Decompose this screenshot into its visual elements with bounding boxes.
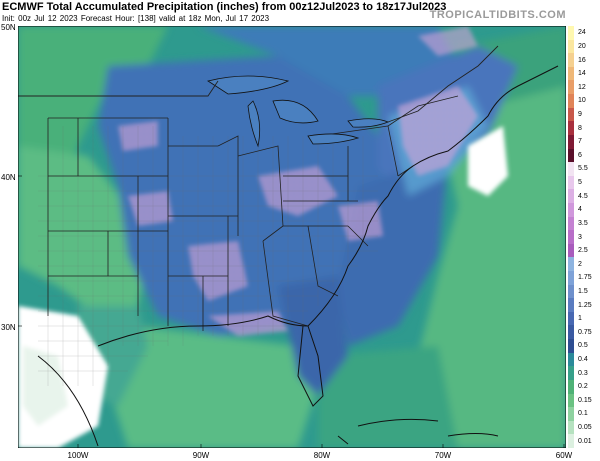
legend-label: 0.15: [578, 396, 592, 404]
legend-label: 0.2: [578, 383, 588, 391]
legend-swatch: [568, 39, 574, 54]
legend-label: 1: [578, 315, 582, 323]
legend-swatch: [568, 298, 574, 313]
legend-swatch: [568, 66, 574, 81]
legend-swatch: [568, 189, 574, 204]
lat-label-30n: 30N: [1, 323, 16, 332]
precip-pink-midatlantic: [338, 201, 383, 241]
precip-dry-atlantic: [468, 126, 508, 196]
legend-label: 0.1: [578, 410, 588, 418]
legend-label: 3.5: [578, 219, 588, 227]
lon-label-100w: 100W: [67, 451, 89, 460]
precip-dry-mexico: [23, 346, 68, 426]
precip-pink-canada: [118, 121, 158, 151]
legend-swatch: [568, 434, 574, 449]
lon-label-70w: 70W: [434, 451, 452, 460]
legend-swatch: [568, 284, 574, 299]
legend-label: 1.25: [578, 301, 592, 309]
legend-label: 0.5: [578, 342, 588, 350]
legend-swatch: [568, 366, 574, 381]
county-boundaries: [38, 126, 378, 386]
legend-swatch: [568, 53, 574, 68]
legend-label: 1.5: [578, 287, 588, 295]
color-legend: 24 20 16 14 12 10 9 8 7 6 5.5 5 4.5 4 3.5 3 2.5 2 1.75 1.5 1…: [567, 26, 598, 449]
lat-label-40n: 40N: [1, 173, 16, 182]
precip-blue-midwest: [98, 56, 388, 336]
legend-label: 10: [578, 97, 586, 105]
legend-label: 0.05: [578, 424, 592, 432]
lon-label-60w: 60W: [555, 451, 573, 460]
precip-green-atlantic-south: [318, 346, 458, 448]
legend-swatch: [568, 420, 574, 435]
legend-label: 4.5: [578, 192, 588, 200]
legend-swatch: [568, 243, 574, 258]
precip-pink-plains: [128, 191, 173, 226]
legend-label: 5: [578, 179, 582, 187]
legend-label: 16: [578, 56, 586, 64]
precip-blue-florida: [278, 276, 348, 396]
legend-swatch: [568, 393, 574, 408]
lon-label-80w: 80W: [313, 451, 331, 460]
precip-green-gulf: [108, 326, 318, 448]
legend-swatch: [568, 311, 574, 326]
legend-swatch: [568, 148, 574, 163]
lon-label-90w: 90W: [192, 451, 210, 460]
header: ECMWF Total Accumulated Precipitation (i…: [0, 0, 600, 26]
legend-label: 7: [578, 138, 582, 146]
legend-swatch: [568, 162, 574, 177]
legend-swatch: [568, 202, 574, 218]
legend-swatch: [568, 94, 574, 109]
precip-pink-areas: [118, 26, 478, 336]
legend-swatch: [568, 271, 574, 286]
legend-label: 14: [578, 70, 586, 78]
legend-swatch: [568, 325, 574, 340]
legend-label: 2: [578, 260, 582, 268]
legend-swatch: [568, 80, 574, 95]
legend-label: 9: [578, 110, 582, 118]
legend-swatch: [568, 339, 574, 354]
legend-swatch: [568, 175, 574, 190]
precip-pink-ohio-valley: [258, 166, 338, 216]
precip-blue-canada: [198, 26, 458, 96]
legend-label: 6: [578, 151, 582, 159]
map-title: ECMWF Total Accumulated Precipitation (i…: [2, 1, 447, 13]
legend-swatch: [568, 257, 574, 272]
legend-label: 1.75: [578, 274, 592, 282]
graticule: [18, 26, 565, 448]
legend-label: 0.3: [578, 369, 588, 377]
legend-label: 4: [578, 206, 582, 214]
legend-swatch: [568, 407, 574, 422]
site-brand: TROPICALTIDBITS.COM: [429, 9, 566, 21]
legend-swatch: [568, 26, 574, 41]
precip-pink-northeast: [398, 86, 478, 176]
legend-label: 24: [578, 29, 586, 37]
precip-green-atlantic-east: [418, 86, 566, 448]
legend-label: 0.4: [578, 356, 588, 364]
legend-swatch: [568, 107, 574, 122]
precip-pink-labrador: [418, 26, 478, 56]
legend-swatch: [568, 121, 574, 136]
precipitation-map: [18, 26, 566, 448]
legend-label: 2.5: [578, 247, 588, 255]
legend-swatch: [568, 352, 574, 367]
legend-label: 20: [578, 42, 586, 50]
great-lakes: [207, 75, 390, 148]
legend-label: 5.5: [578, 165, 588, 173]
state-boundaries: [47, 95, 459, 331]
country-border: [18, 45, 499, 123]
legend-swatch: [568, 230, 574, 245]
legend-swatch: [568, 379, 574, 395]
legend-label: 12: [578, 83, 586, 91]
legend-label: 0.01: [578, 437, 592, 445]
map-subtitle: Init: 00z Jul 12 2023 Forecast Hour: [13…: [2, 14, 270, 23]
coastline: [37, 65, 559, 447]
legend-label: 3: [578, 233, 582, 241]
legend-swatch: [568, 216, 574, 231]
legend-label: 0.75: [578, 328, 592, 336]
legend-label: 8: [578, 124, 582, 132]
legend-swatch: [568, 134, 574, 149]
lat-label-50n: 50N: [1, 23, 16, 32]
